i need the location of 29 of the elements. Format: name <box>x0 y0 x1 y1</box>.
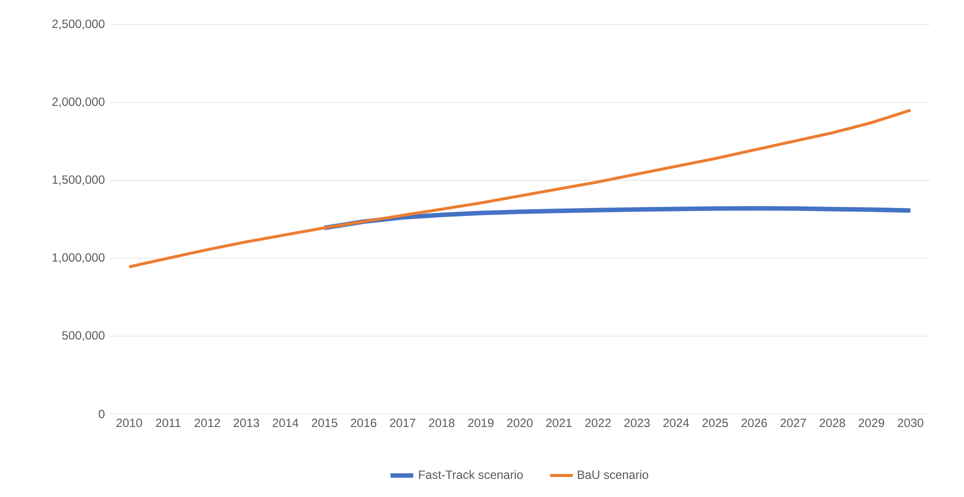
x-tick-label: 2012 <box>194 418 220 428</box>
x-tick-label: 2017 <box>390 418 416 428</box>
x-tick-label: 2028 <box>820 418 846 428</box>
x-tick-label: 2025 <box>702 418 728 428</box>
x-tick-label: 2016 <box>350 418 376 428</box>
x-tick-label: 2024 <box>663 418 690 428</box>
x-tick-label: 2018 <box>428 418 454 428</box>
x-tick-label: 2022 <box>585 418 611 428</box>
x-tick-label: 2019 <box>468 418 494 428</box>
y-tick-label: 1,000,000 <box>52 253 104 264</box>
y-tick-label: 500,000 <box>62 331 104 341</box>
legend-label: BaU scenario <box>578 470 648 479</box>
legend-label: Fast-Track scenario <box>419 470 523 479</box>
x-tick-label: 2011 <box>156 418 180 428</box>
x-tick-label: 2020 <box>507 418 533 428</box>
x-tick-label: 2014 <box>272 418 298 428</box>
x-tick-label: 2027 <box>780 418 806 428</box>
x-tick-label: 2013 <box>234 418 260 428</box>
y-tick-label: 0 <box>98 410 104 418</box>
y-tick-label: 2,000,000 <box>52 97 104 108</box>
x-tick-label: 2010 <box>116 418 142 428</box>
y-tick-label: 1,500,000 <box>52 175 104 186</box>
x-tick-label: 2030 <box>898 418 924 428</box>
x-tick-label: 2015 <box>312 418 338 428</box>
x-tick-label: 2026 <box>742 418 767 428</box>
x-tick-label: 2029 <box>858 418 884 428</box>
y-tick-label: 2,500,000 <box>52 20 104 30</box>
x-tick-label: 2023 <box>624 418 650 428</box>
x-tick-label: 2021 <box>546 418 572 428</box>
